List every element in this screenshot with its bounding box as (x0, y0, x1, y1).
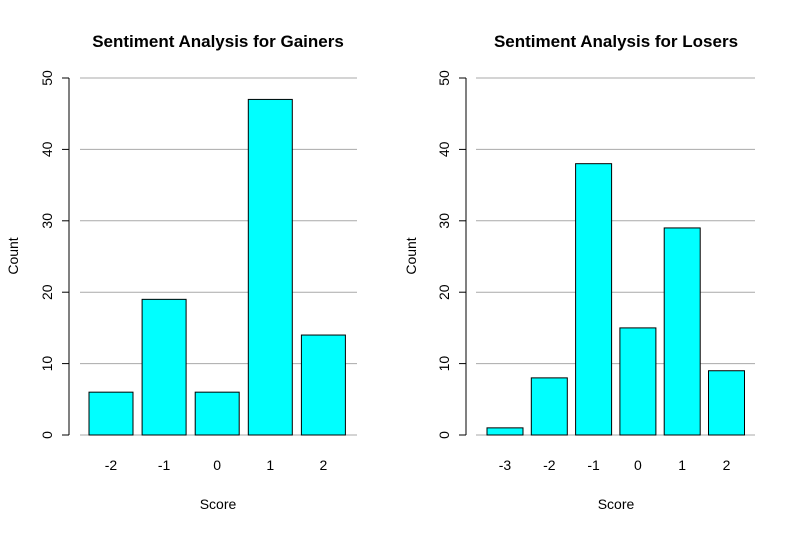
chart-losers: Sentiment Analysis for Losers Score Coun… (403, 32, 755, 512)
x-tick-label: -3 (499, 457, 512, 473)
y-tick-label: 20 (39, 284, 55, 300)
bar (247, 98, 293, 436)
x-tick-label: -2 (105, 457, 118, 473)
bar (486, 427, 524, 436)
x-tick-label: 2 (723, 457, 731, 473)
y-tick-label: 0 (39, 431, 55, 439)
bar (141, 298, 187, 436)
bar (300, 334, 346, 436)
bar (619, 327, 657, 436)
x-tick-label: -1 (158, 457, 171, 473)
x-tick-labels: -3 -2 -1 0 1 2 (499, 457, 731, 473)
y-axis-label: Count (403, 237, 419, 274)
x-axis-label: Score (200, 496, 237, 512)
x-tick-label: 1 (678, 457, 686, 473)
y-tick-label: 50 (436, 70, 452, 86)
chart-gainers: Sentiment Analysis for Gainers Score Cou… (5, 32, 357, 512)
bar (663, 227, 701, 436)
bar (708, 370, 745, 436)
y-tick-label: 50 (39, 70, 55, 86)
bars (88, 98, 346, 436)
y-tick-label: 30 (436, 213, 452, 229)
bar (88, 391, 134, 436)
bars (486, 163, 745, 436)
y-tick-label: 40 (39, 141, 55, 157)
x-tick-label: -1 (587, 457, 600, 473)
y-axis: 0 10 20 30 40 50 (39, 70, 70, 439)
y-tick-label: 40 (436, 141, 452, 157)
y-tick-label: 10 (436, 356, 452, 372)
bar (575, 163, 613, 436)
x-tick-label: 0 (634, 457, 642, 473)
y-tick-label: 0 (436, 431, 452, 439)
chart-title: Sentiment Analysis for Losers (494, 32, 738, 51)
y-axis-label: Count (5, 237, 21, 274)
chart-title: Sentiment Analysis for Gainers (92, 32, 344, 51)
y-tick-label: 10 (39, 356, 55, 372)
y-tick-label: 30 (39, 213, 55, 229)
x-tick-label: 1 (266, 457, 274, 473)
x-axis-label: Score (598, 496, 635, 512)
bar (194, 391, 240, 436)
y-tick-label: 20 (436, 284, 452, 300)
x-tick-labels: -2 -1 0 1 2 (105, 457, 328, 473)
x-tick-label: 2 (320, 457, 328, 473)
y-axis: 0 10 20 30 40 50 (436, 70, 467, 439)
x-tick-label: -2 (543, 457, 556, 473)
x-tick-label: 0 (213, 457, 221, 473)
bar (530, 377, 568, 436)
